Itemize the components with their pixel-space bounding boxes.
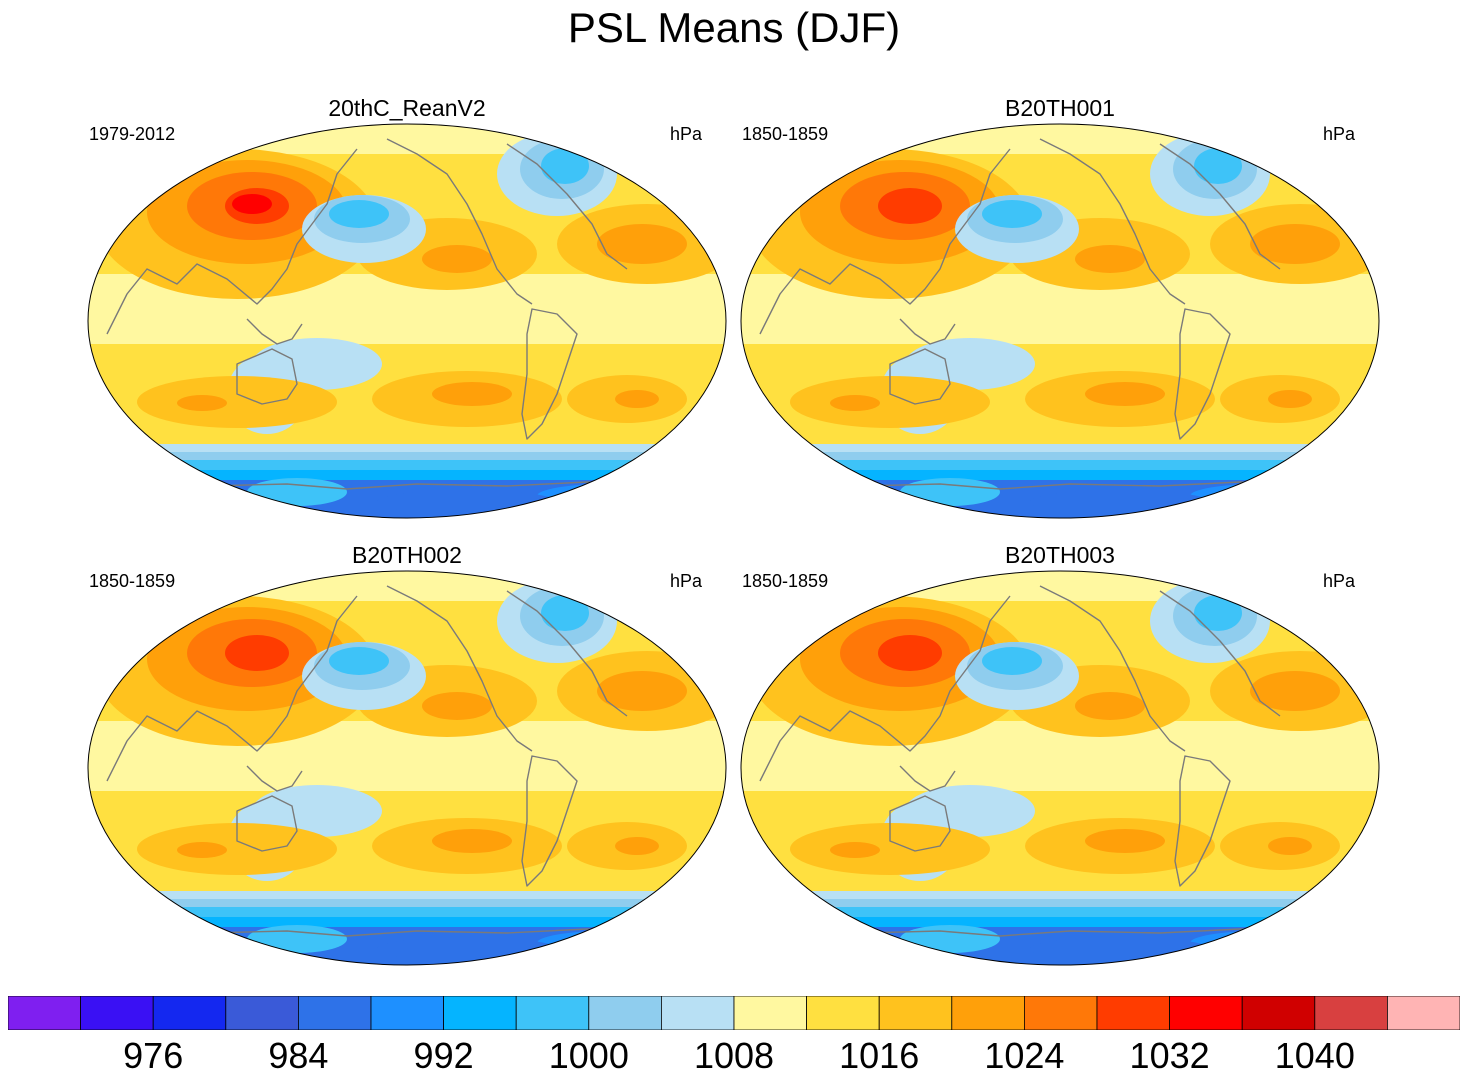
colorbar-tick-label: 1000 [548, 1035, 629, 1076]
map-border [87, 570, 727, 966]
map-border [740, 570, 1380, 966]
map-panel-b20th002: B20TH002 1850-1859 hPa [87, 541, 727, 981]
colorbar-box [1314, 996, 1388, 1030]
coastline [1039, 585, 1186, 752]
coastline [1174, 308, 1231, 440]
coastline [521, 755, 578, 887]
colorbar-tick-label: 1008 [693, 1035, 775, 1076]
coastline [889, 348, 951, 405]
psl-map [740, 123, 1380, 519]
coastline [759, 595, 1011, 782]
panel-title: B20TH003 [1005, 542, 1115, 568]
colorbar-box [8, 996, 81, 1030]
panel-units: hPa [669, 124, 702, 144]
map-border [87, 123, 727, 519]
panel-period: 1979-2012 [89, 124, 176, 144]
coastline [106, 148, 358, 335]
coastline [246, 765, 303, 792]
colorbar-box [152, 996, 227, 1030]
coastline [386, 138, 533, 305]
colorbar-box [443, 996, 517, 1030]
colorbar-box [733, 996, 807, 1030]
colorbar-box [1169, 996, 1243, 1030]
coastline [1159, 143, 1281, 270]
colorbar-box [1096, 996, 1170, 1030]
coastline [1174, 755, 1231, 887]
colorbar-box [588, 996, 662, 1030]
panel-period: 1850-1859 [89, 571, 176, 591]
map-panel-b20th003: B20TH003 1850-1859 hPa [740, 541, 1380, 981]
panel-units: hPa [1322, 124, 1355, 144]
colorbar-tick-label: 1024 [984, 1035, 1065, 1076]
coastline [889, 795, 951, 852]
colorbar-box [1024, 996, 1098, 1030]
colorbar-box [806, 996, 880, 1030]
colorbar-tick-label: 1032 [1129, 1035, 1210, 1076]
figure-title: PSL Means (DJF) [567, 4, 901, 51]
colorbar-box [951, 996, 1025, 1030]
coastline [899, 765, 956, 792]
contour-fill [88, 124, 726, 518]
contour-fill [88, 571, 726, 965]
coastline [1039, 138, 1186, 305]
coastline [106, 595, 358, 782]
coastline [506, 590, 628, 717]
panel-units: hPa [1322, 571, 1355, 591]
colorbar-box [661, 996, 735, 1030]
colorbar-box [225, 996, 299, 1030]
panel-period: 1850-1859 [742, 124, 829, 144]
coastline [236, 348, 298, 405]
colorbar-boxes [8, 996, 1460, 1030]
colorbar-box [370, 996, 444, 1030]
panel-title: B20TH002 [352, 542, 462, 568]
colorbar-box [1241, 996, 1316, 1030]
coastline [506, 143, 628, 270]
coastline [246, 318, 303, 345]
colorbar-box [297, 996, 372, 1030]
coastline [521, 308, 578, 440]
colorbar [8, 996, 1460, 1030]
psl-map [87, 570, 727, 966]
coastline [386, 585, 533, 752]
contour-fill [741, 124, 1379, 518]
colorbar-tick-label: 976 [123, 1035, 184, 1076]
panel-title: 20thC_ReanV2 [328, 95, 486, 121]
contour-fill [741, 571, 1379, 965]
coastline [1159, 590, 1281, 717]
map-panel-20thc-reanv2: 20thC_ReanV2 1979-2012 hPa [87, 94, 727, 534]
map-panel-b20th001: B20TH001 1850-1859 hPa [740, 94, 1380, 534]
coastline [236, 795, 298, 852]
psl-map [740, 570, 1380, 966]
psl-map [87, 123, 727, 519]
coastline [759, 148, 1011, 335]
panel-title: B20TH001 [1005, 95, 1115, 121]
coastline [899, 318, 956, 345]
colorbar-box [1387, 996, 1460, 1030]
colorbar-tick-label: 1040 [1274, 1035, 1355, 1076]
colorbar-box [515, 996, 590, 1030]
colorbar-box [878, 996, 953, 1030]
colorbar-box [80, 996, 154, 1030]
panel-period: 1850-1859 [742, 571, 829, 591]
colorbar-tick-label: 992 [413, 1035, 474, 1076]
map-border [740, 123, 1380, 519]
colorbar-tick-label: 1016 [839, 1035, 920, 1076]
panel-units: hPa [669, 571, 702, 591]
colorbar-tick-label: 984 [268, 1035, 329, 1076]
